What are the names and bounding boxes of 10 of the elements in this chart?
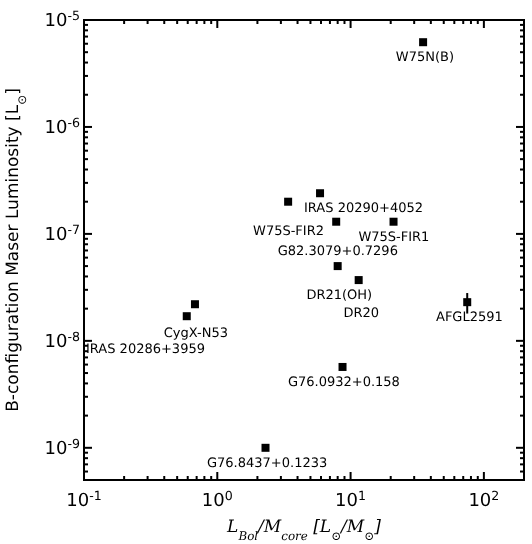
- text: L$_{Bol}$/M$_{core}$ [L$_{⊙}$/M$_{⊙}$]: [227, 518, 381, 543]
- x-tick-label: 10$^{2}$: [468, 489, 500, 512]
- y-tick-label: 10$^{-9}$: [44, 436, 80, 460]
- y-tick-label: 10$^{-6}$: [44, 115, 80, 139]
- x-tick-label: 10$^{1}$: [335, 489, 367, 512]
- x-tick-label: 10$^{-1}$: [66, 489, 102, 512]
- y-tick-label: 10$^{-8}$: [44, 329, 80, 353]
- x-tick-label: 10$^{0}$: [201, 489, 233, 512]
- y-tick-label: 10$^{-5}$: [44, 9, 80, 32]
- y-tick-label: 10$^{-7}$: [44, 222, 80, 246]
